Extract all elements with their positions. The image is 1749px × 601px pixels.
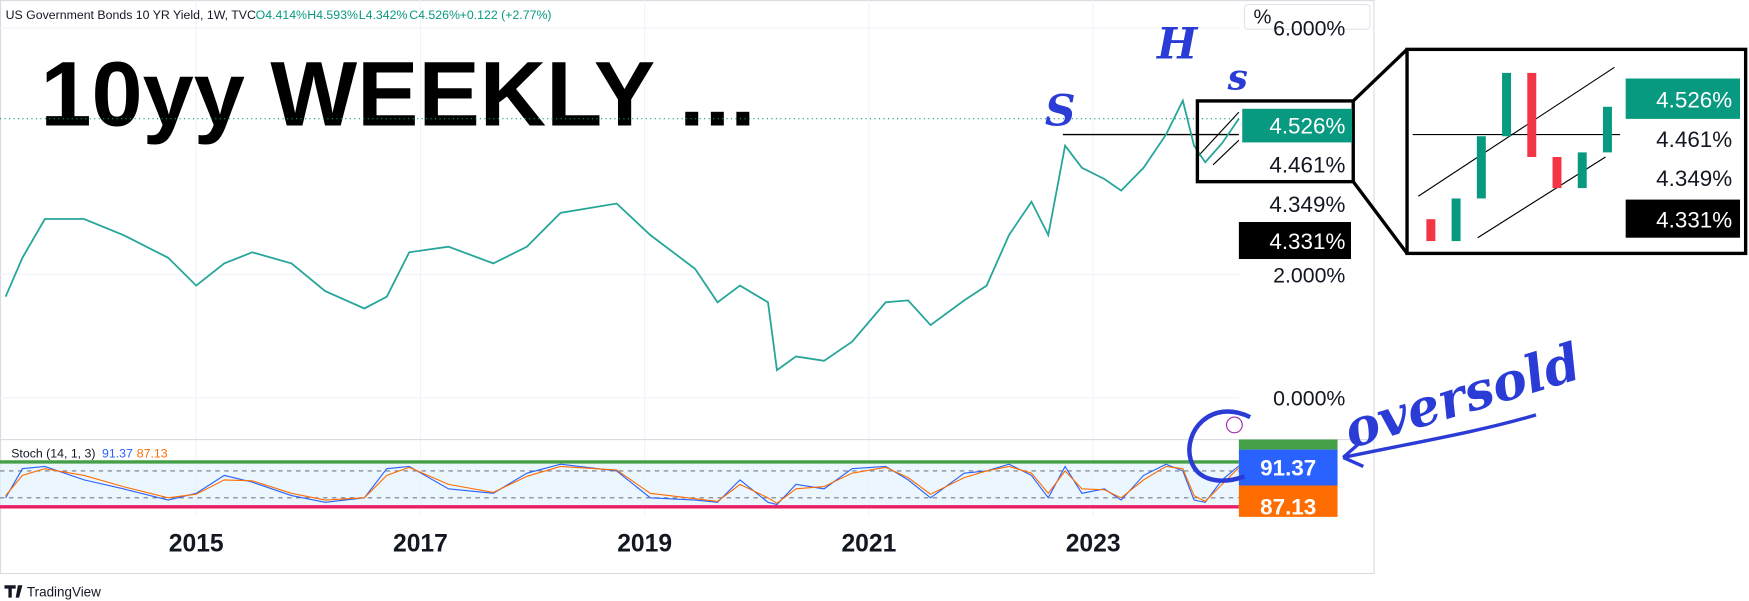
- channel-line: [1212, 139, 1240, 166]
- price-pane: [0, 98, 1240, 372]
- stoch-k: 91.37: [102, 446, 133, 460]
- inset-price-label: 4.331%: [1656, 208, 1732, 233]
- level-box: [1238, 439, 1338, 450]
- stoch-pane: [0, 463, 1240, 506]
- inset-candle: [1476, 136, 1486, 199]
- annotation-h: H: [1156, 19, 1199, 69]
- price-label: 4.349%: [1269, 192, 1345, 217]
- stoch-background: [0, 461, 1239, 507]
- y-tick-label: 6.000%: [1273, 17, 1345, 41]
- inset-channel: [1417, 66, 1615, 197]
- annotation-s2: s: [1227, 57, 1248, 99]
- last-price: 4.526%: [1269, 113, 1345, 138]
- k-box: [1238, 449, 1338, 486]
- ohlc-low: L4.342%: [359, 8, 408, 22]
- inset-candle: [1552, 156, 1562, 189]
- x-tick-label: 2021: [841, 531, 896, 558]
- inset-candle: [1527, 72, 1537, 157]
- alert-icon[interactable]: [1225, 416, 1243, 434]
- chart-title: 10yy WEEKLY ...: [40, 44, 755, 146]
- inset-price-label: 4.349%: [1656, 166, 1732, 191]
- unit-button[interactable]: [1243, 3, 1371, 30]
- ohlc-close: C4.526%: [409, 8, 460, 22]
- logo: [4, 585, 23, 598]
- ohlc-change: +0.122 (+2.77%): [460, 8, 552, 22]
- grid: [0, 0, 1239, 516]
- stoch-title: Stoch (14, 1, 3): [11, 446, 95, 460]
- inset-price-box: [1625, 199, 1741, 238]
- symbol: US Government Bonds 10 YR Yield, 1W, TVC: [6, 8, 256, 22]
- annotation-oversold: oversold: [1337, 332, 1587, 461]
- hand-arrow: [1342, 413, 1537, 468]
- price-box: [1238, 222, 1351, 260]
- ohlc-open: O4.414%: [256, 8, 307, 22]
- inset-last-price: 4.526%: [1656, 88, 1732, 113]
- x-tick-label: 2019: [617, 531, 672, 558]
- data-line: [4, 98, 1240, 372]
- inset-candle: [1602, 106, 1612, 153]
- x-tick-label: 2015: [169, 531, 224, 558]
- inset-price-label: 4.461%: [1656, 127, 1732, 152]
- zoom-box: [1195, 99, 1355, 184]
- channel-line: [1196, 111, 1240, 158]
- hand-circle: [1187, 409, 1252, 483]
- stoch-d: 87.13: [137, 446, 168, 460]
- chart-frame: [0, 0, 1375, 575]
- y-tick-label: 0.000%: [1273, 387, 1345, 411]
- x-tick-label: 2023: [1066, 531, 1121, 558]
- data-line: [5, 465, 1240, 504]
- d-value: 87.13: [1260, 495, 1316, 520]
- k-value: 91.37: [1260, 455, 1316, 480]
- price-label: 4.331%: [1269, 229, 1345, 254]
- y-tick-label: 2.000%: [1273, 263, 1345, 287]
- inset-candle: [1451, 198, 1461, 242]
- inset-candles: [1426, 72, 1612, 242]
- x-axis: 2015 2017 2019 2021 2023: [169, 531, 1121, 558]
- price-label: 4.461%: [1269, 153, 1345, 178]
- last-price-box: [1242, 108, 1353, 143]
- ohlc-high: H4.593%: [307, 8, 358, 22]
- inset-candle: [1502, 72, 1512, 137]
- inset-last-box: [1625, 78, 1741, 119]
- inset-candle: [1577, 152, 1587, 189]
- inset-candle: [1426, 219, 1436, 242]
- d-box: [1238, 485, 1338, 517]
- annotation-s1: S: [1045, 87, 1076, 137]
- footer: TradingView: [27, 584, 101, 599]
- zoom-connector: [1352, 48, 1409, 103]
- zoom-connector: [1351, 180, 1409, 255]
- x-tick-label: 2017: [393, 531, 448, 558]
- unit[interactable]: %: [1253, 7, 1271, 29]
